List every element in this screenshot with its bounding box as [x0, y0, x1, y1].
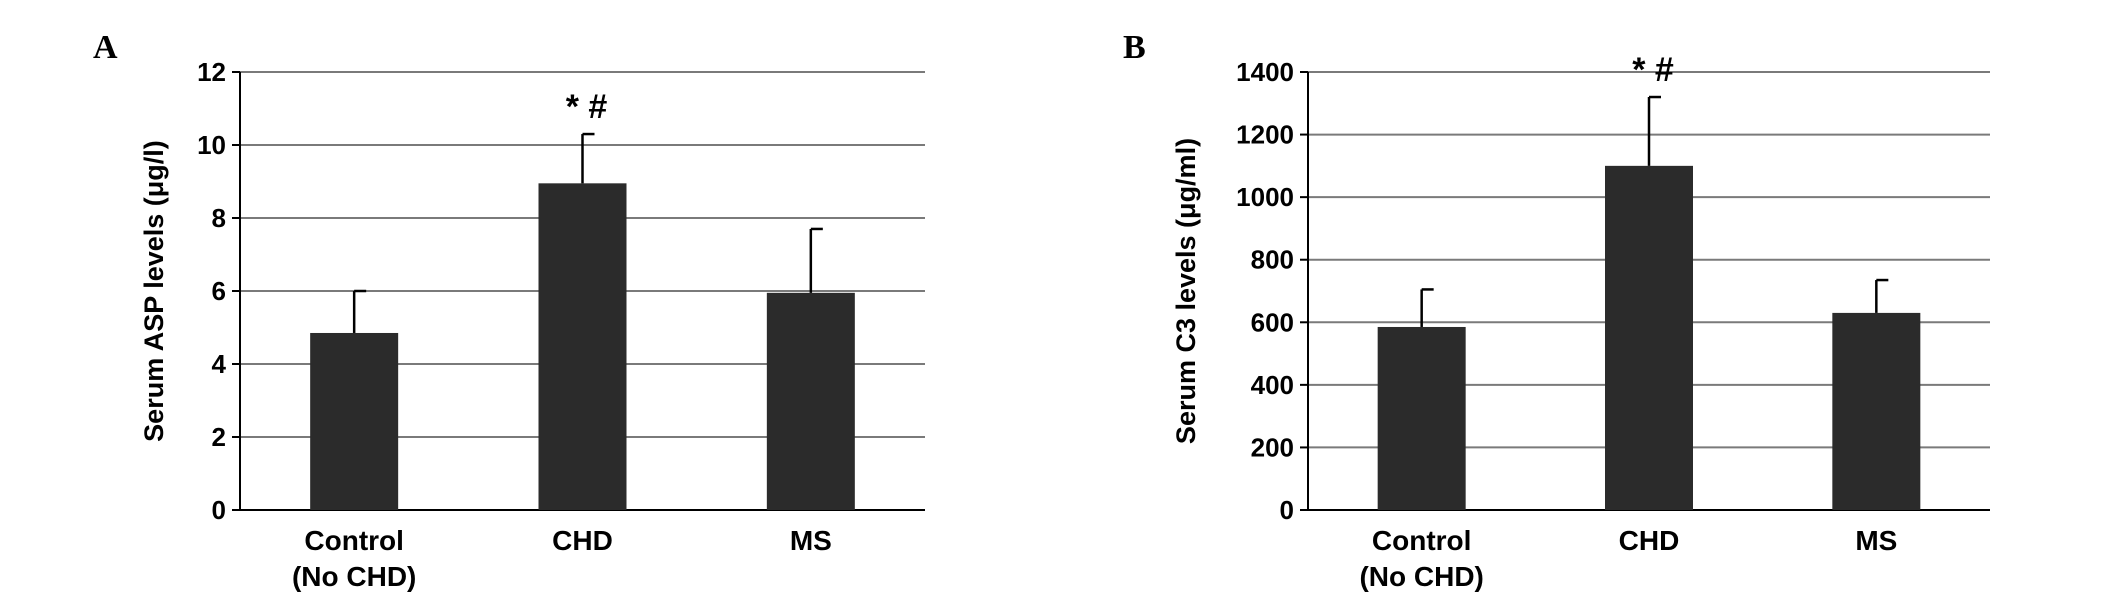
- x-category-label: (No CHD): [292, 561, 416, 592]
- x-category-label: Control: [304, 525, 404, 556]
- bar: [1832, 312, 1921, 510]
- y-tick-label: 4: [212, 349, 227, 379]
- chart-panel-b: B 0 200 400 600 800 1000 1200 1400 Serum C3 level…: [1123, 29, 1990, 592]
- y-tick-label: 6: [212, 276, 226, 306]
- y-tick-label: 400: [1251, 370, 1294, 400]
- bar: [1605, 165, 1693, 510]
- y-tick-label: 1000: [1236, 182, 1294, 212]
- x-category-label: Control: [1372, 525, 1472, 556]
- panel-letter: A: [93, 29, 118, 66]
- y-axis-title: Serum C3 levels (μg/ml): [1171, 138, 1201, 444]
- y-tick-label: 0: [1280, 495, 1294, 525]
- x-category-label: CHD: [552, 525, 613, 556]
- bar: [1377, 326, 1466, 510]
- y-tick-label: 10: [197, 130, 226, 160]
- y-axis-title: Serum ASP levels (μg/l): [139, 140, 169, 442]
- y-tick-label: 0: [212, 495, 226, 525]
- x-category-label: MS: [790, 525, 832, 556]
- y-tick-label: 1200: [1236, 120, 1294, 150]
- y-tick-label: 600: [1251, 307, 1294, 337]
- y-tick-label: 800: [1251, 245, 1294, 275]
- y-tick-label: 1400: [1236, 57, 1294, 87]
- x-category-label: CHD: [1619, 525, 1680, 556]
- significance-label: * #: [566, 88, 608, 126]
- panel-letter: B: [1123, 29, 1146, 66]
- y-tick-label: 12: [197, 57, 226, 87]
- bar: [310, 332, 399, 510]
- bar: [766, 292, 855, 510]
- chart-panel-a: A 0 2 4 6 8 10 12 Serum ASP levels (μg/l) Control…: [93, 29, 925, 592]
- y-tick-label: 8: [212, 203, 226, 233]
- x-category-label: (No CHD): [1359, 561, 1483, 592]
- x-category-label: MS: [1855, 525, 1897, 556]
- y-tick-label: 2: [212, 422, 226, 452]
- bar: [538, 183, 627, 510]
- significance-label: * #: [1632, 51, 1674, 89]
- y-tick-label: 200: [1251, 432, 1294, 462]
